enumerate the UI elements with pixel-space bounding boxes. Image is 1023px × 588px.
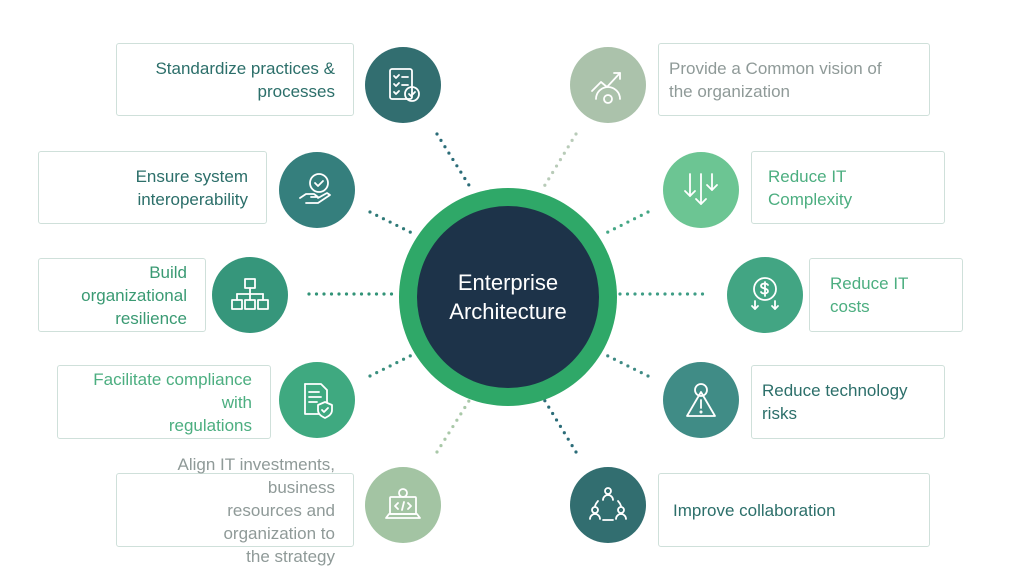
item-collaboration-box: Improve collaboration xyxy=(658,473,930,547)
item-complexity-circle xyxy=(663,152,739,228)
warning-gear-icon xyxy=(686,383,716,417)
item-costs-label: Reduce IT costs xyxy=(830,274,909,316)
item-vision-label: Provide a Common vision of the organizat… xyxy=(669,58,882,101)
item-standardize-label: Standardize practices & processes xyxy=(155,58,335,101)
hierarchy-icon xyxy=(231,278,269,310)
item-align-label: Align IT investments, business resources… xyxy=(177,454,335,566)
growth-chart-icon xyxy=(591,72,621,104)
connector-standardize xyxy=(435,132,474,192)
hand-shield-check-icon xyxy=(299,173,331,204)
connector-compliance xyxy=(368,352,416,378)
item-collaboration-label: Improve collaboration xyxy=(673,500,836,520)
dollar-coin-down-icon xyxy=(751,277,779,310)
item-resilience-box: Build organizational resilience xyxy=(38,258,206,332)
item-standardize-box: Standardize practices & processes xyxy=(116,43,354,116)
item-standardize-circle xyxy=(365,47,441,123)
item-interoperability-box: Ensure system interoperability xyxy=(38,151,267,224)
item-collaboration-circle xyxy=(570,467,646,543)
item-complexity-box: Reduce IT Complexity xyxy=(751,151,945,224)
checklist-icon xyxy=(389,68,420,102)
laptop-code-gear-icon xyxy=(385,488,421,519)
center-title: Enterprise Architecture xyxy=(449,270,567,324)
item-resilience-label: Build organizational resilience xyxy=(81,262,187,328)
item-align-circle xyxy=(365,467,441,543)
connector-align xyxy=(435,394,474,454)
item-interoperability-circle xyxy=(279,152,355,228)
item-resilience-circle xyxy=(212,257,288,333)
item-interoperability-label: Ensure system interoperability xyxy=(135,166,248,209)
item-compliance-box: Facilitate compliance with regulations xyxy=(57,365,271,439)
item-costs-circle xyxy=(727,257,803,333)
connector-complexity xyxy=(602,210,650,236)
item-complexity-label: Reduce IT Complexity xyxy=(768,166,853,209)
center-circle: Enterprise Architecture xyxy=(417,206,599,388)
item-vision-box: Provide a Common vision of the organizat… xyxy=(658,43,930,116)
item-costs-box: Reduce IT costs xyxy=(809,258,963,332)
people-cycle-icon xyxy=(589,487,627,521)
item-compliance-circle xyxy=(279,362,355,438)
item-compliance-label: Facilitate compliance with regulations xyxy=(93,369,252,435)
item-risks-label: Reduce technology risks xyxy=(762,381,908,423)
connector-risks xyxy=(602,352,650,378)
item-vision-circle xyxy=(570,47,646,123)
down-arrows-icon xyxy=(684,173,718,205)
item-align-box: Align IT investments, business resources… xyxy=(116,455,354,566)
connector-vision xyxy=(540,132,578,192)
item-risks-box: Reduce technology risks xyxy=(751,365,945,439)
document-shield-icon xyxy=(304,383,333,419)
connector-collaboration xyxy=(540,394,578,454)
item-risks-circle xyxy=(663,362,739,438)
connector-interoperability xyxy=(368,210,416,236)
